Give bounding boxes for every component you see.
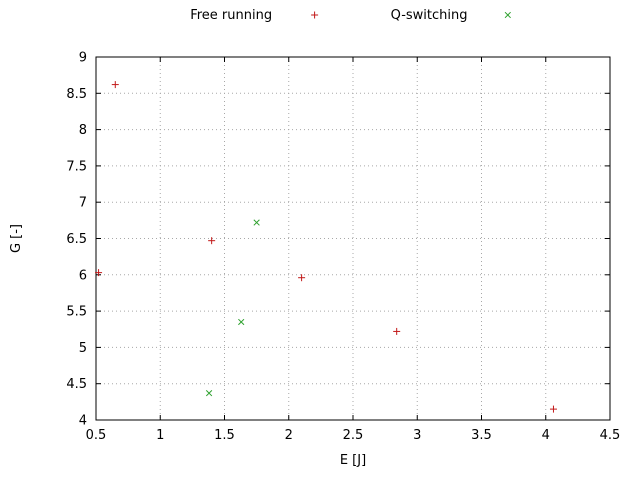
y-tick-label: 8.5 [66, 87, 87, 102]
data-point-marker [298, 274, 306, 282]
series-cross [205, 219, 260, 397]
x-tick-label: 2.5 [343, 428, 364, 443]
legend-entry: Q-switching [391, 8, 511, 23]
x-tick-label: 3 [413, 428, 421, 443]
y-tick-label: 4.5 [66, 377, 87, 392]
y-tick-label: 5.5 [66, 305, 87, 320]
y-tick-label: 6 [79, 268, 87, 283]
legend-label: Free running [190, 8, 272, 23]
plot-border [95, 56, 611, 421]
data-point-marker [205, 389, 213, 397]
data-point-marker [95, 269, 103, 277]
y-axis-label: G [-] [9, 224, 24, 253]
legend-cross-icon [504, 11, 511, 19]
x-tick-label: 0.5 [86, 428, 107, 443]
data-point-marker [393, 327, 401, 335]
data-point-marker [253, 219, 260, 226]
x-tick-label: 4.5 [600, 428, 621, 443]
y-tick-label: 5 [79, 341, 87, 356]
legend-plus-icon [311, 11, 319, 19]
y-tick-label: 6.5 [66, 232, 87, 247]
x-tick-label: 3.5 [471, 428, 492, 443]
x-tick-label: 1 [156, 428, 164, 443]
y-tick-label: 7 [79, 196, 87, 211]
x-tick-label: 1.5 [214, 428, 235, 443]
legend-label: Q-switching [391, 8, 468, 23]
legend-entry: Free running [190, 8, 319, 23]
data-point-marker [208, 237, 216, 245]
data-point-marker [238, 318, 245, 326]
x-axis-label: E [J] [340, 453, 366, 468]
y-tick-label: 9 [79, 51, 87, 66]
series-plus [95, 81, 557, 413]
data-point-marker [549, 405, 557, 413]
y-tick-label: 8 [79, 123, 87, 138]
y-tick-label: 4 [79, 414, 87, 429]
y-tick-label: 7.5 [66, 159, 87, 174]
data-point-marker [111, 81, 119, 89]
x-tick-label: 2 [285, 428, 293, 443]
x-tick-label: 4 [542, 428, 550, 443]
